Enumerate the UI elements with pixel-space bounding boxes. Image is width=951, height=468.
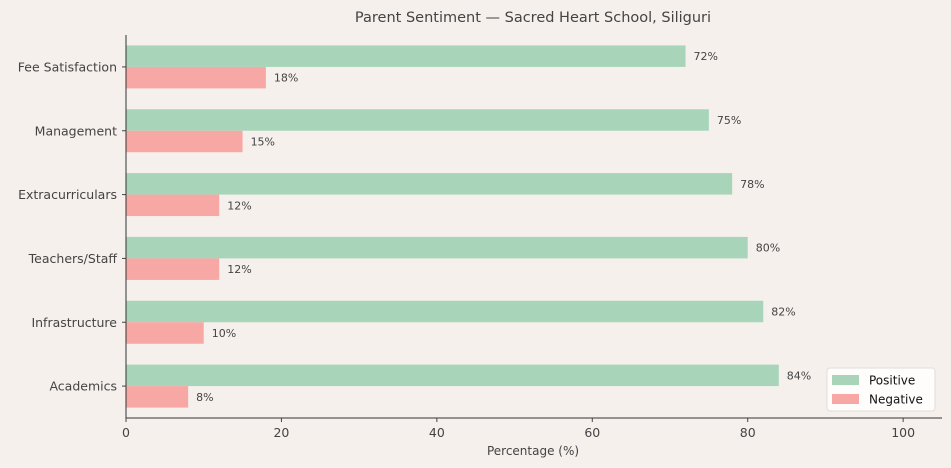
bar-positive-4: [126, 109, 709, 131]
x-tick-label: 60: [584, 425, 600, 440]
bar-value-label: 10%: [212, 327, 236, 340]
legend-swatch-negative: [832, 394, 859, 404]
bar-value-label: 75%: [717, 114, 741, 127]
bar-value-label: 80%: [756, 242, 780, 255]
y-axis: Academics Infrastructure Teachers/Staff Ext…: [18, 35, 127, 418]
bar-positive-5: [126, 45, 686, 67]
bar-value-label: 15%: [251, 136, 275, 149]
legend-swatch-positive: [832, 375, 859, 385]
bar-value-label: 12%: [227, 199, 251, 212]
bar-negative-4: [126, 130, 243, 153]
legend-label-positive: Positive: [869, 374, 915, 388]
x-tick-label: 0: [122, 425, 130, 440]
x-tick-label: 40: [429, 425, 445, 440]
bar-negative-0: [126, 386, 189, 408]
bars-group: [126, 45, 779, 408]
chart-title: Parent Sentiment — Sacred Heart School, …: [355, 10, 711, 26]
bar-positive-1: [126, 300, 764, 323]
bar-positive-2: [126, 236, 748, 259]
bar-negative-5: [126, 66, 266, 89]
x-tick-label: 100: [891, 425, 915, 440]
legend-label-negative: Negative: [869, 393, 923, 407]
x-axis-label: Percentage (%): [487, 444, 579, 458]
bar-value-label: 8%: [196, 391, 213, 404]
y-tick-label: Fee Satisfaction: [18, 59, 117, 74]
y-tick-label: Extracurriculars: [18, 187, 117, 202]
bar-value-label: 84%: [787, 369, 811, 382]
bar-negative-2: [126, 258, 220, 280]
y-tick-label: Academics: [49, 379, 117, 394]
bar-value-label: 18%: [274, 72, 298, 85]
bar-positive-0: [126, 364, 779, 387]
bar-value-label: 12%: [227, 263, 251, 276]
bar-value-label: 72%: [694, 50, 718, 63]
legend[interactable]: Positive Negative: [826, 367, 936, 412]
x-tick-label: 80: [740, 425, 756, 440]
bar-negative-3: [126, 194, 220, 217]
bar-labels-group: 84% 8% 82% 10% 80% 12% 78% 12% 75% 15% 72% 18%: [196, 50, 811, 404]
y-tick-label: Infrastructure: [31, 315, 117, 330]
bar-value-label: 82%: [771, 306, 795, 319]
y-tick-label: Teachers/Staff: [28, 251, 118, 266]
x-tick-label: 20: [273, 425, 289, 440]
bar-positive-3: [126, 173, 733, 195]
bar-negative-1: [126, 322, 204, 344]
bar-value-label: 78%: [740, 178, 764, 191]
x-axis: 0 20 40 60 80 100: [122, 417, 942, 440]
y-tick-label: Management: [35, 123, 117, 138]
